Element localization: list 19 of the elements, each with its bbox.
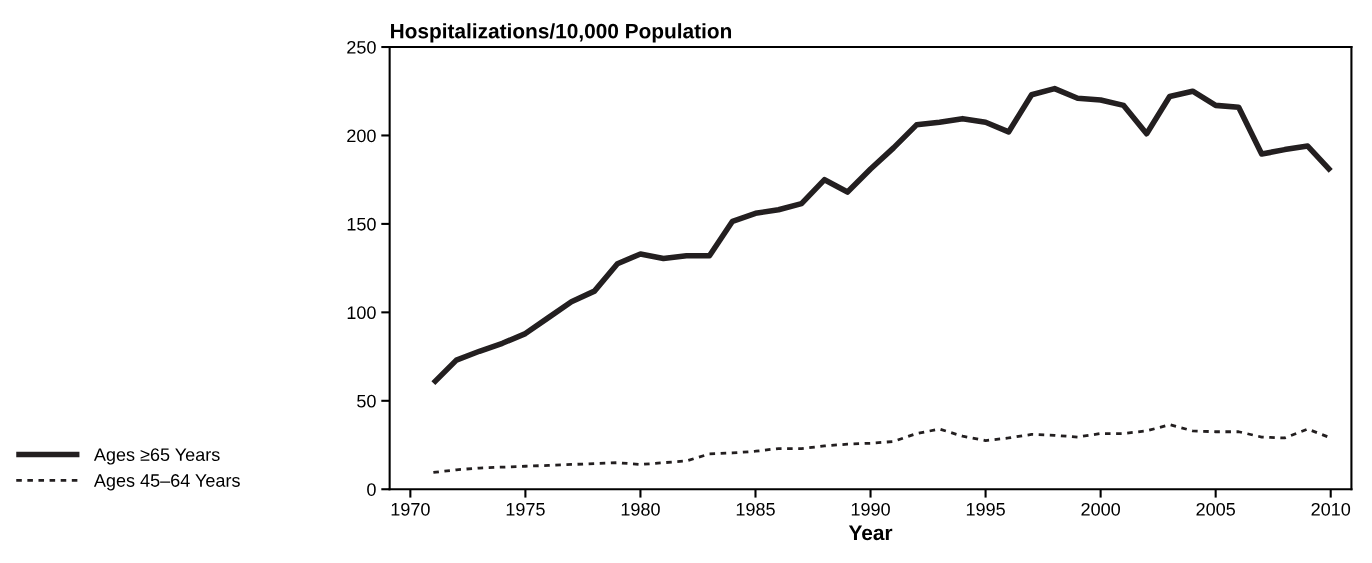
x-tick-label: 1995 (966, 502, 1005, 516)
y-tick-label: 50 (357, 394, 376, 408)
y-tick-label: 100 (347, 306, 376, 320)
x-axis-title: Year (848, 525, 893, 541)
x-tick-label: 1990 (851, 502, 890, 516)
x-tick-label: 2000 (1081, 502, 1120, 516)
y-tick-label: 200 (347, 129, 376, 143)
x-tick-label: 1970 (391, 502, 430, 516)
y-tick-label: 0 (367, 483, 376, 496)
y-tick-label: 250 (347, 40, 376, 54)
x-tick-label: 2010 (1311, 502, 1351, 516)
y-tick-label: 150 (347, 217, 376, 231)
legend-label: Ages 45–64 Years (93, 474, 240, 491)
y-axis-title: Hospitalizations/10,000 Population (391, 23, 732, 43)
x-tick-label: 1975 (506, 502, 545, 516)
x-tick-label: 2005 (1196, 502, 1235, 516)
legend-label: Ages ≥65 Years (93, 448, 220, 465)
x-tick-label: 1980 (621, 502, 660, 516)
x-tick-label: 1985 (736, 502, 775, 516)
